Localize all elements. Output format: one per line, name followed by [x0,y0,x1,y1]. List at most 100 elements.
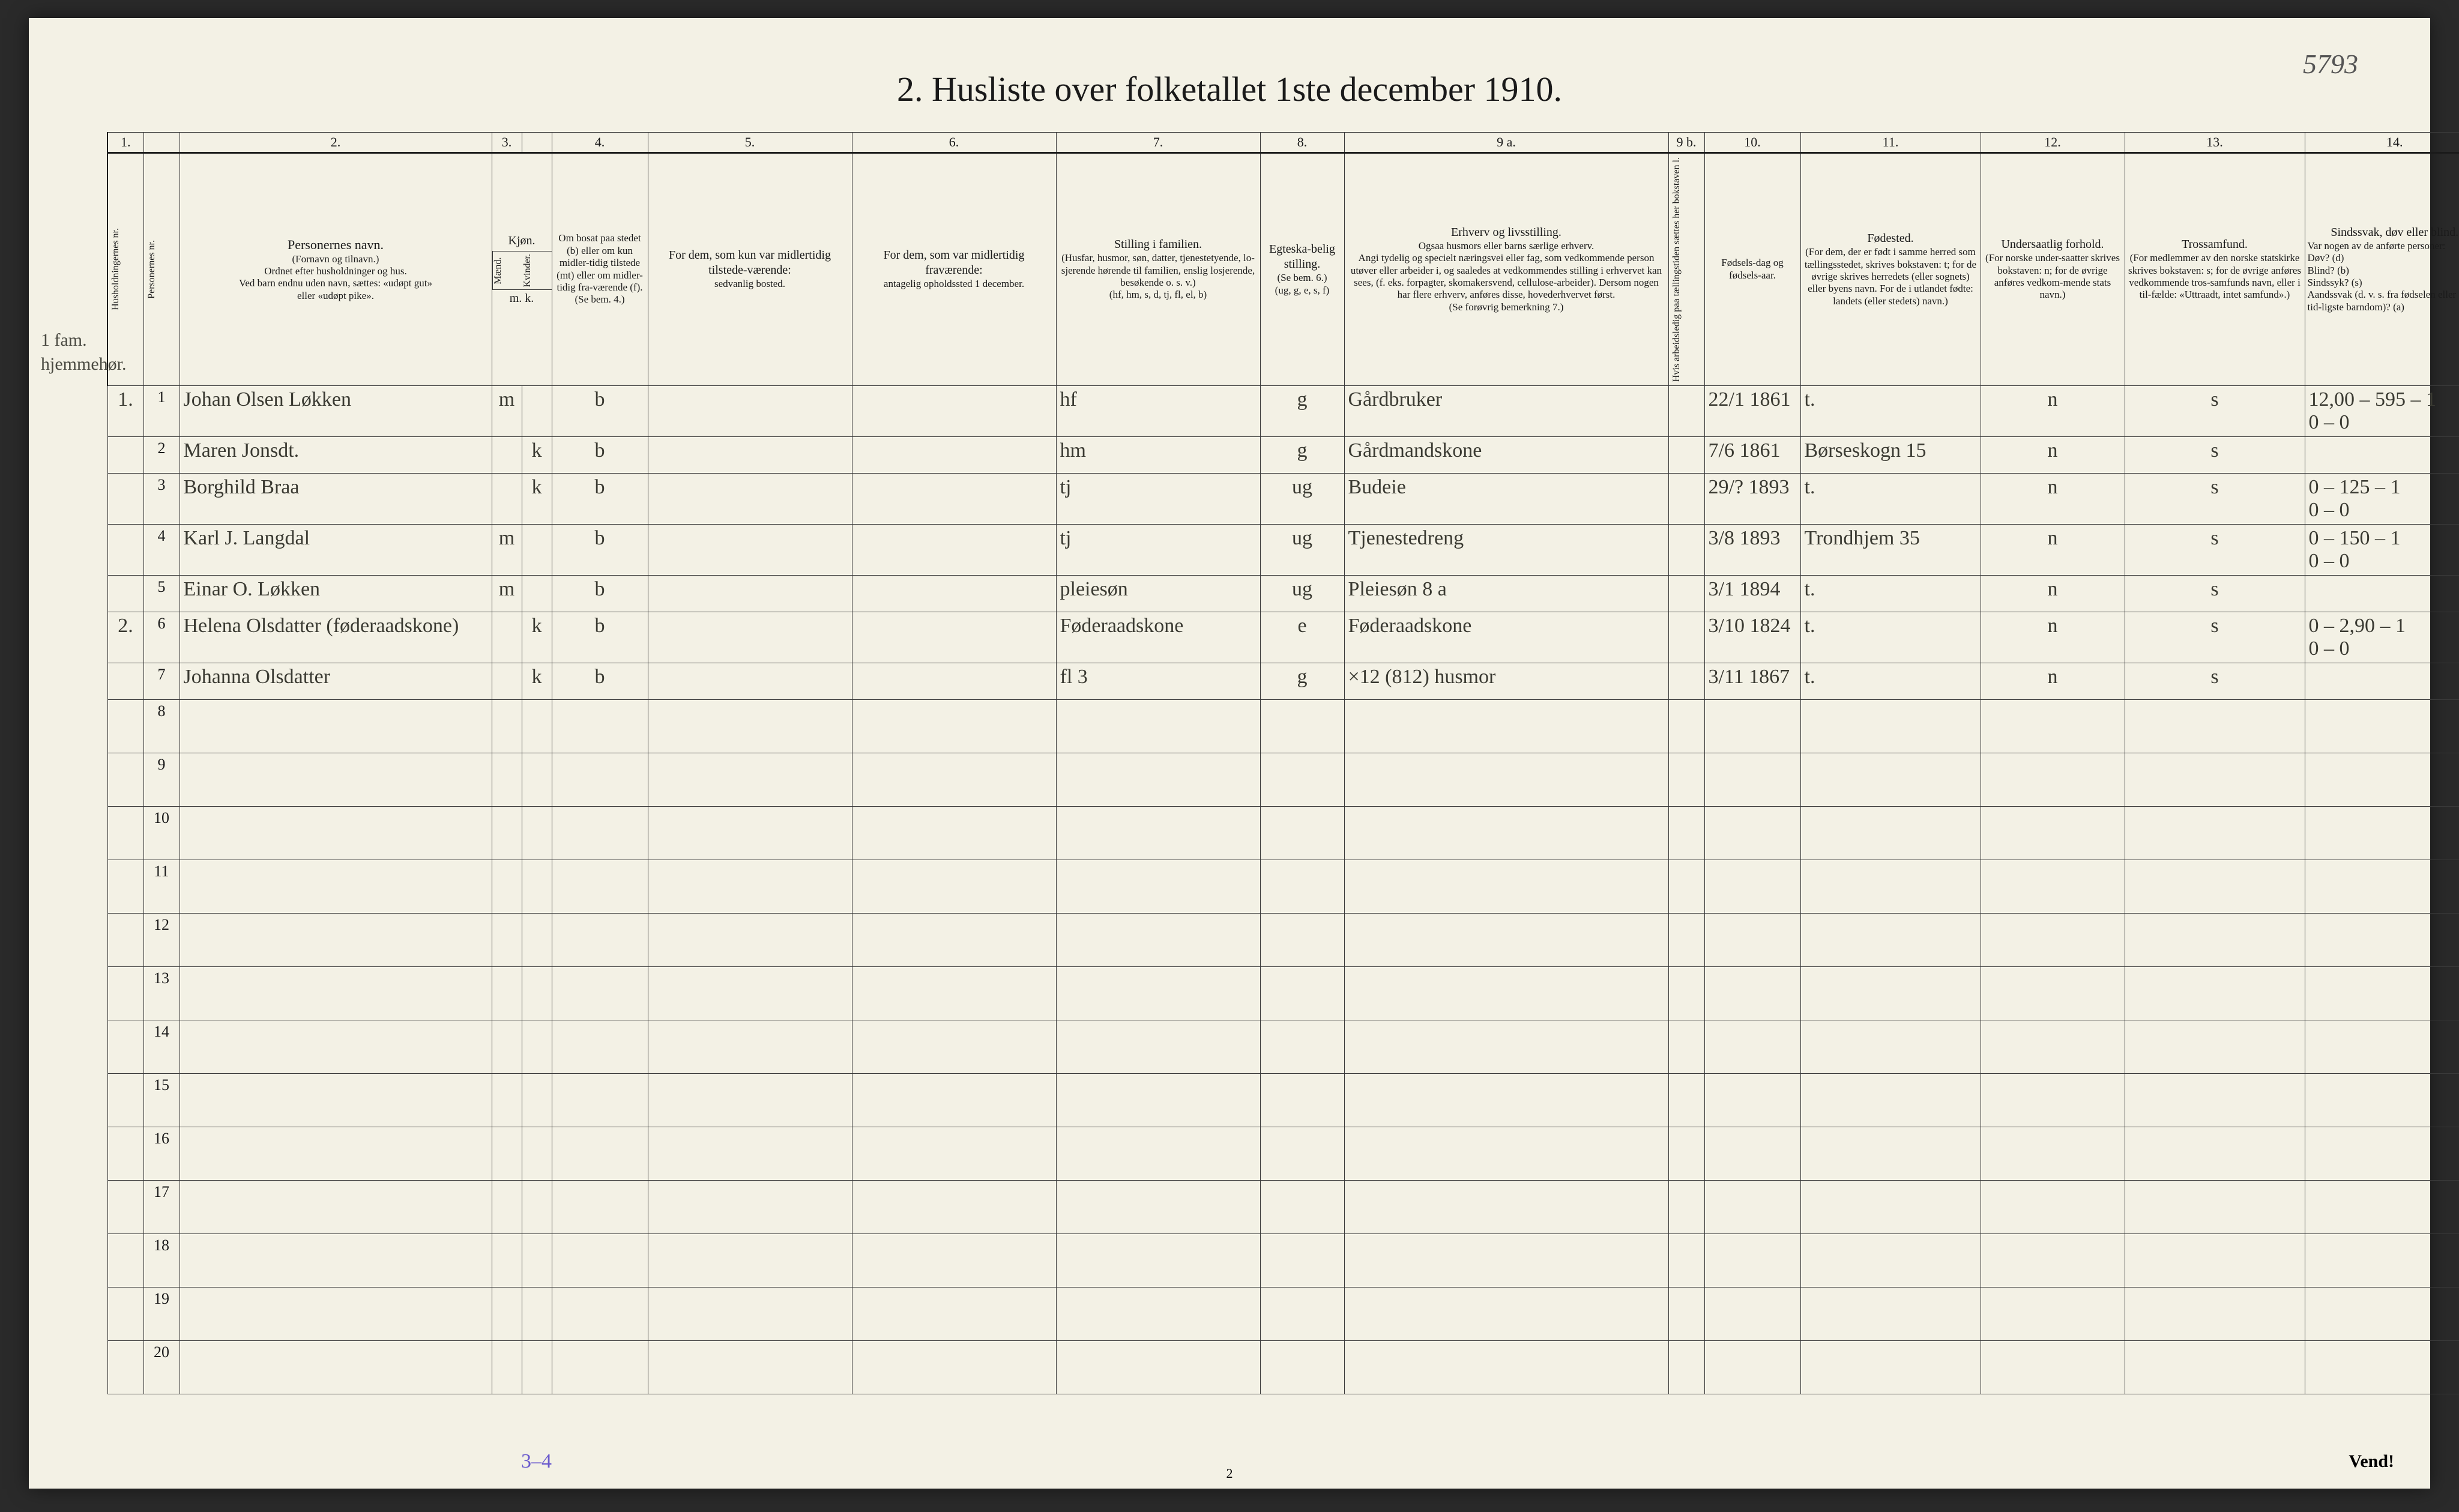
cell-erhv [1344,913,1668,966]
cell-name [180,753,492,806]
cell-under: n [1981,575,2125,612]
cell-under [1981,1073,2125,1127]
cell-erhv: Tjenestedreng [1344,524,1668,575]
cell-pers: 18 [143,1233,180,1287]
hdr-arb: Hvis arbeidsledig paa tællingstiden sætt… [1668,152,1704,385]
cell-erhv [1344,806,1668,860]
table-row: 11 [107,860,2459,913]
cell-hush [107,663,143,699]
cell-fdag: 3/1 1894 [1704,575,1800,612]
cell-fsted: t. [1800,575,1981,612]
cell-erhv [1344,966,1668,1020]
cell-under: n [1981,385,2125,436]
cell-tros [2125,966,2305,1020]
cell-tros [2125,1127,2305,1180]
cell-pers: 15 [143,1073,180,1127]
margin-note: hjemmehør. [41,354,126,375]
cell-pers: 4 [143,524,180,575]
cell-frav [648,385,852,436]
cell-name: Johanna Olsdatter [180,663,492,699]
cell-under [1981,1127,2125,1180]
colnum: 10. [1704,133,1800,153]
cell-frav [648,1073,852,1127]
hdr-pers: Personernes nr. [143,152,180,385]
page-title: 2. Husliste over folketallet 1ste decemb… [29,18,2430,109]
cell-erhv [1344,1233,1668,1287]
table-row: 19 [107,1287,2459,1340]
cell-m [492,1020,522,1073]
cell-pers: 16 [143,1127,180,1180]
cell-under [1981,1233,2125,1287]
cell-fsted [1800,913,1981,966]
cell-bosat [552,1287,648,1340]
cell-bosat [552,913,648,966]
cell-m [492,966,522,1020]
table-body: 1.1Johan Olsen LøkkenmbhfgGårdbruker22/1… [107,385,2459,1394]
cell-fdag [1704,1180,1800,1233]
cell-midl [852,806,1056,860]
colnum: 12. [1981,133,2125,153]
cell-under [1981,699,2125,753]
cell-bosat [552,1127,648,1180]
cell-bosat [552,1020,648,1073]
cell-stfam [1056,1340,1260,1394]
cell-stfam: hm [1056,436,1260,473]
cell-bosat [552,860,648,913]
cell-frav [648,806,852,860]
cell-erhv [1344,1073,1668,1127]
hdr-stfam: Stilling i familien. (Husfar, husmor, sø… [1056,152,1260,385]
cell-k [522,1287,552,1340]
cell-fsted [1800,1073,1981,1127]
cell-tros [2125,913,2305,966]
cell-egte [1260,1340,1344,1394]
cell-stfam: tj [1056,473,1260,524]
cell-under [1981,966,2125,1020]
cell-sind [2305,966,2459,1020]
cell-tros [2125,753,2305,806]
table-row: 17 [107,1180,2459,1233]
cell-name: Helena Olsdatter (føderaadskone) [180,612,492,663]
cell-fdag [1704,860,1800,913]
cell-fdag [1704,1127,1800,1180]
cell-midl [852,1233,1056,1287]
cell-tros [2125,1073,2305,1127]
cell-pers: 12 [143,913,180,966]
cell-egte: g [1260,385,1344,436]
cell-bosat: b [552,436,648,473]
cell-fsted [1800,1180,1981,1233]
cell-erhv: ×12 (812) husmor [1344,663,1668,699]
cell-tros: s [2125,612,2305,663]
colnum: 5. [648,133,852,153]
cell-pers: 19 [143,1287,180,1340]
cell-stfam [1056,806,1260,860]
cell-under [1981,860,2125,913]
cell-tros [2125,1020,2305,1073]
cell-egte: ug [1260,473,1344,524]
cell-erhv [1344,1340,1668,1394]
table-row: 18 [107,1233,2459,1287]
census-table: 1. 2. 3. 4. 5. 6. 7. 8. 9 a. 9 b. 10. 11… [107,132,2459,1394]
cell-fdag [1704,1020,1800,1073]
table-row: 10 [107,806,2459,860]
cell-pers: 6 [143,612,180,663]
hdr-erhv: Erhverv og livsstilling. Ogsaa husmors e… [1344,152,1668,385]
cell-sind [2305,663,2459,699]
cell-pers: 9 [143,753,180,806]
cell-hush: 2. [107,612,143,663]
cell-erhv: Føderaadskone [1344,612,1668,663]
hdr-fdag: Fødsels-dag og fødsels-aar. [1704,152,1800,385]
cell-bosat [552,1073,648,1127]
cell-name: Johan Olsen Løkken [180,385,492,436]
cell-stfam: hf [1056,385,1260,436]
cell-fdag: 3/8 1893 [1704,524,1800,575]
cell-stfam [1056,1287,1260,1340]
cell-arb [1668,473,1704,524]
colnum: 4. [552,133,648,153]
table-row: 14 [107,1020,2459,1073]
cell-fdag: 3/10 1824 [1704,612,1800,663]
hdr-hush: Husholdningernes nr. [107,152,143,385]
cell-fsted [1800,1287,1981,1340]
cell-name [180,1073,492,1127]
census-sheet: 1. 2. 3. 4. 5. 6. 7. 8. 9 a. 9 b. 10. 11… [107,132,2364,1441]
cell-bosat [552,1233,648,1287]
